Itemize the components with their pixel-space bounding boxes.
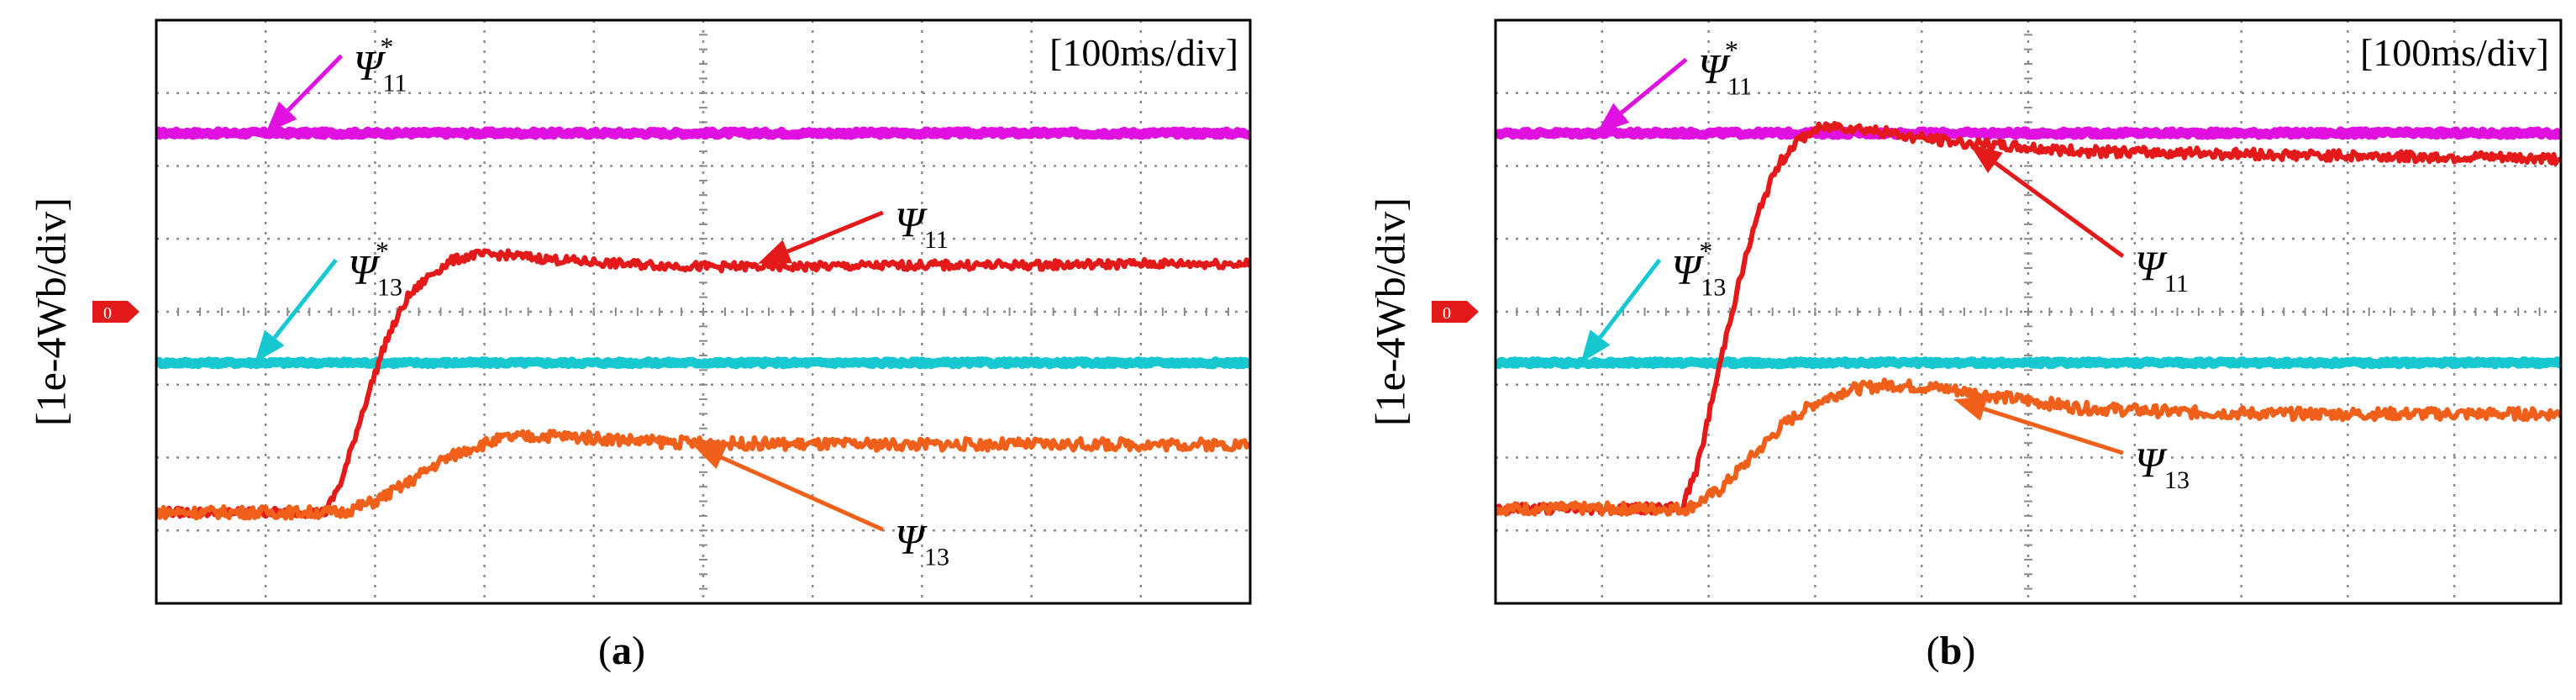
a-arrow-psi13 (720, 455, 884, 532)
b-arrow-psi13-ref (1598, 258, 1662, 339)
b-trace-psi11-ref (1496, 126, 2561, 140)
a-trace-psi13-ref (156, 356, 1250, 370)
a-label-psi13-ref: Ψ13* (348, 235, 402, 301)
b-label-psi13-ref: Ψ13* (1671, 235, 1726, 301)
panel-a: Ψ11* Ψ13* Ψ11 Ψ13 [100ms/div] [1e-4Wb/div] 0 (27, 18, 1252, 605)
panel-b: Ψ11* Ψ13* Ψ11 Ψ13 [100ms/div] [1e-4Wb/div] 0 (1366, 18, 2563, 605)
panel-b-caption: (b) (1927, 629, 1976, 673)
b-trace-psi13 (1496, 377, 2561, 517)
a-frame (155, 18, 1252, 605)
b-label-psi13: Ψ13 (2135, 439, 2190, 494)
b-frame (1494, 18, 2563, 605)
a-trace-psi11 (156, 248, 1250, 519)
a-label-psi11: Ψ11 (895, 198, 949, 254)
b-arrow-psi13 (1983, 407, 2124, 455)
a-ylabel: [1e-4Wb/div] (27, 197, 74, 426)
b-arrowhead-psi13 (1953, 397, 1988, 421)
b-arrow-psi11 (1994, 161, 2125, 258)
b-ylabel: [1e-4Wb/div] (1366, 197, 1413, 426)
a-arrowhead-psi11-ref (265, 101, 297, 134)
b-label-psi11-ref: Ψ11* (1698, 35, 1752, 101)
a-ground-marker: 0 (92, 301, 139, 323)
a-arrowhead-psi11 (758, 239, 792, 264)
a-label-psi13: Ψ13 (895, 515, 949, 571)
b-label-psi11: Ψ11 (2135, 242, 2189, 297)
b-arrow-psi11-ref (1620, 57, 1688, 115)
b-trace-psi13-ref (1496, 356, 2561, 370)
b-arrowhead-psi13-ref (1580, 329, 1611, 363)
a-label-psi11-ref: Ψ11* (353, 31, 407, 97)
b-ground-marker-label: 0 (1443, 304, 1451, 323)
panel-a-caption: (a) (598, 629, 645, 673)
a-arrow-psi11 (786, 210, 884, 254)
b-ground-marker: 0 (1432, 301, 1479, 323)
b-time-scale: [100ms/div] (2360, 31, 2549, 74)
a-trace-psi13 (156, 429, 1250, 521)
b-arrowhead-psi11-ref (1596, 103, 1630, 134)
a-time-scale: [100ms/div] (1049, 31, 1238, 74)
a-trace-psi11-ref (156, 126, 1250, 140)
a-arrowhead-psi13-ref (255, 329, 285, 363)
b-arrowhead-psi11 (1969, 144, 2003, 174)
a-ground-marker-label: 0 (103, 304, 112, 323)
a-arrowhead-psi13 (691, 444, 727, 470)
a-arrow-psi11-ref (286, 54, 344, 113)
a-arrow-psi13-ref (272, 258, 338, 339)
